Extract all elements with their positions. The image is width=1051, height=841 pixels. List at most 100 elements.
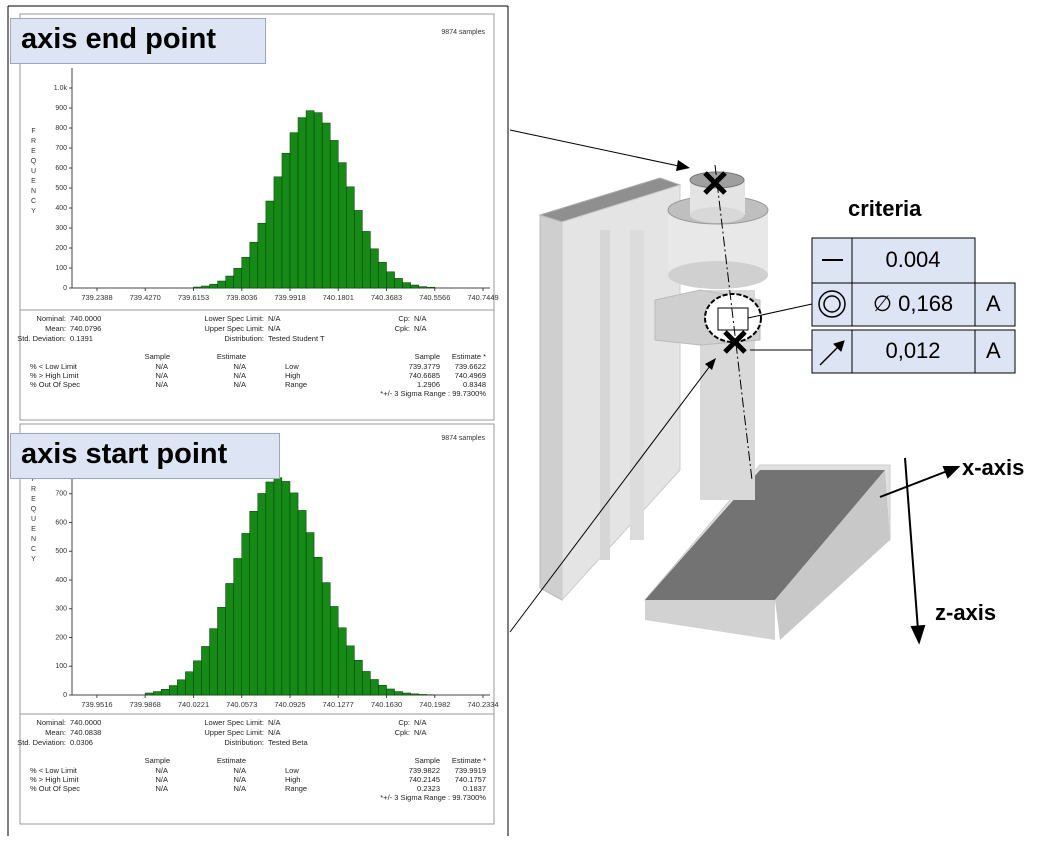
table-cell: High — [285, 775, 300, 784]
summary-label: Cp: — [398, 718, 410, 727]
bar — [266, 201, 274, 288]
bar — [387, 689, 395, 695]
bar — [362, 671, 370, 695]
page: 01002003004005006007008009001.0k739.2388… — [0, 0, 1051, 841]
table-cell: High — [285, 371, 300, 380]
y-tick-label: 600 — [55, 165, 67, 172]
table-cell: N/A — [155, 371, 168, 380]
table-cell: 0.1837 — [463, 784, 486, 793]
summary-value: 740.0000 — [70, 314, 101, 323]
bar — [266, 482, 274, 695]
table-cell: 740.6685 — [409, 371, 440, 380]
bar — [378, 685, 386, 695]
bar — [218, 281, 226, 288]
table-header: Sample — [145, 756, 170, 765]
bar — [250, 511, 258, 695]
table-cell: N/A — [155, 766, 168, 775]
summary-value: 740.0796 — [70, 324, 101, 333]
table-header: Estimate — [217, 756, 246, 765]
bar — [322, 583, 330, 695]
y-tick-label: 1.0k — [54, 85, 68, 92]
bar — [354, 660, 362, 695]
bar — [322, 123, 330, 288]
y-tick-label: 800 — [55, 125, 67, 132]
bar — [411, 694, 419, 695]
bar — [419, 694, 427, 695]
x-tick-label: 739.9918 — [274, 293, 305, 302]
x-axis-label: x-axis — [962, 455, 1024, 481]
bar — [274, 177, 282, 288]
summary-value: N/A — [268, 728, 281, 737]
summary-label: Std. Deviation: — [17, 334, 66, 343]
y-tick-label: 100 — [55, 663, 67, 670]
table-cell: 739.9822 — [409, 766, 440, 775]
table-header: Sample — [415, 352, 440, 361]
y-tick-label: 300 — [55, 225, 67, 232]
chart-title: 9874 samples — [441, 29, 485, 36]
bar — [177, 680, 185, 695]
y-tick-label: 700 — [55, 145, 67, 152]
x-tick-label: 740.0573 — [226, 700, 257, 709]
table-cell: Range — [285, 784, 307, 793]
table-cell: 740.1757 — [455, 775, 486, 784]
bar — [314, 113, 322, 288]
summary-value: 0.0306 — [70, 738, 93, 747]
x-tick-label: 739.9868 — [130, 700, 161, 709]
part-drawing — [510, 130, 890, 640]
y-tick-label: 600 — [55, 519, 67, 526]
y-tick-label: 0 — [63, 692, 67, 699]
table-cell: % > High Limit — [30, 775, 79, 784]
y-axis-label: FREQUENCY — [30, 128, 37, 218]
frame-value: 0.004 — [885, 247, 940, 273]
summary-value: N/A — [414, 718, 427, 727]
frame-datum: A — [986, 291, 1001, 317]
bar — [250, 242, 258, 288]
y-tick-label: 400 — [55, 205, 67, 212]
bar — [370, 679, 378, 695]
y-tick-label: 400 — [55, 577, 67, 584]
summary-label: Cp: — [398, 314, 410, 323]
bar — [306, 111, 314, 288]
table-cell: N/A — [233, 784, 246, 793]
bar — [395, 278, 403, 288]
table-cell: N/A — [233, 766, 246, 775]
bar — [226, 276, 234, 288]
y-axis-label: FREQUENCY — [30, 476, 37, 566]
table-cell: 0.2323 — [417, 784, 440, 793]
x-tick-label: 740.0925 — [274, 700, 305, 709]
y-tick-label: 200 — [55, 245, 67, 252]
overlay-label: axis start point — [10, 433, 280, 479]
summary-value: N/A — [268, 324, 281, 333]
y-tick-label: 300 — [55, 606, 67, 613]
y-tick-label: 500 — [55, 548, 67, 555]
summary-value: N/A — [414, 728, 427, 737]
bar — [145, 693, 153, 695]
bar — [258, 223, 266, 288]
bar — [403, 283, 411, 288]
bar — [201, 646, 209, 695]
summary-label: Mean: — [45, 324, 66, 333]
y-tick-label: 900 — [55, 105, 67, 112]
bar — [210, 284, 218, 288]
x-tick-label: 740.1801 — [323, 293, 354, 302]
bar — [346, 187, 354, 288]
bar — [226, 583, 234, 695]
bar — [346, 646, 354, 695]
x-tick-label: 740.0221 — [178, 700, 209, 709]
summary-label: Upper Spec Limit: — [204, 324, 264, 333]
summary-label: Lower Spec Limit: — [204, 718, 264, 727]
bar — [282, 153, 290, 288]
x-tick-label: 740.5566 — [419, 293, 450, 302]
bar — [290, 493, 298, 695]
table-cell: 739.9919 — [455, 766, 486, 775]
table-cell: N/A — [233, 775, 246, 784]
table-cell: 740.2145 — [409, 775, 440, 784]
table-cell: N/A — [155, 784, 168, 793]
bar — [258, 493, 266, 695]
table-cell: 1.2906 — [417, 380, 440, 389]
summary-value: N/A — [268, 718, 281, 727]
table-cell: N/A — [233, 362, 246, 371]
table-cell: Low — [285, 766, 299, 775]
bar — [169, 686, 177, 695]
bar — [217, 607, 225, 695]
